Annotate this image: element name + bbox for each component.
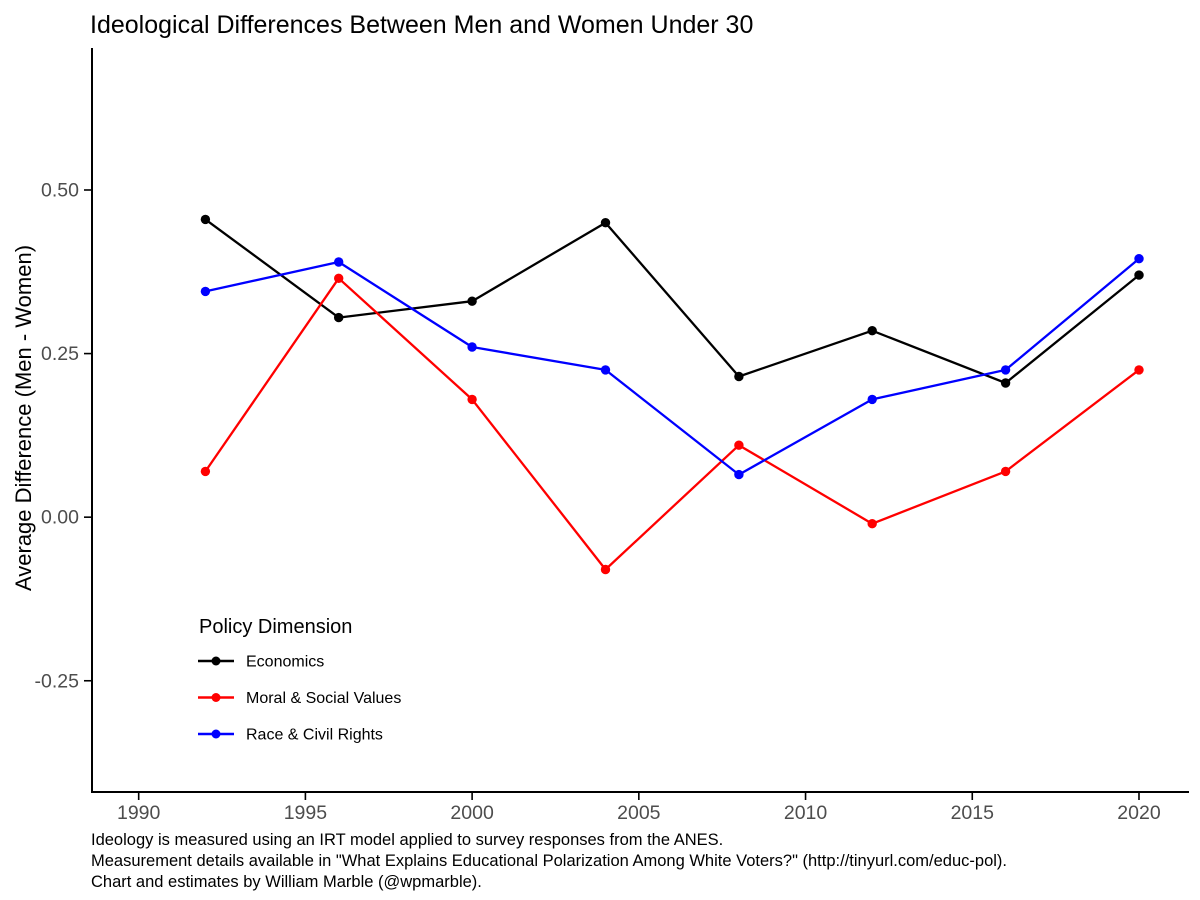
- legend-item-race-civil-rights: Race & Civil Rights: [198, 727, 383, 744]
- plot-series: [200, 214, 1144, 575]
- legend-label-moral-social-values: Moral & Social Values: [246, 690, 401, 707]
- data-point-race-civil-rights-1996: [334, 257, 344, 267]
- data-point-race-civil-rights-2000: [467, 342, 477, 352]
- data-point-economics-2012: [867, 326, 877, 336]
- legend-key-dot-moral-social-values: [211, 693, 221, 702]
- data-point-race-civil-rights-2004: [600, 365, 611, 375]
- data-point-economics-1996: [334, 312, 344, 323]
- data-point-race-civil-rights-2008: [734, 469, 744, 480]
- data-point-race-civil-rights-2012: [867, 394, 877, 405]
- legend-item-moral-social-values: Moral & Social Values: [198, 690, 401, 707]
- x-tick-label: 2015: [951, 802, 995, 824]
- x-tick-label: 1995: [284, 802, 328, 824]
- caption-line-3: Chart and estimates by William Marble (@…: [91, 873, 482, 891]
- caption: Ideology is measured using an IRT model …: [91, 831, 1007, 891]
- data-point-economics-2016: [1000, 378, 1011, 388]
- legend: Policy Dimension Economics Moral & Socia…: [198, 616, 401, 744]
- data-point-race-civil-rights-2020: [1134, 254, 1144, 264]
- data-point-moral-social-values-2016: [1000, 466, 1011, 477]
- series-line-moral-social-values: [204, 277, 1141, 571]
- data-point-race-civil-rights-1992: [200, 286, 211, 297]
- legend-key-dot-race-civil-rights: [211, 729, 221, 739]
- data-point-moral-social-values-2004: [600, 564, 611, 575]
- legend-label-race-civil-rights: Race & Civil Rights: [246, 727, 383, 744]
- data-point-moral-social-values-2008: [734, 440, 744, 450]
- data-point-moral-social-values-2000: [467, 394, 477, 405]
- data-point-moral-social-values-2020: [1134, 365, 1144, 375]
- data-point-economics-2020: [1134, 270, 1144, 280]
- data-point-economics-2000: [467, 296, 477, 306]
- x-tick-label: 2000: [450, 802, 494, 824]
- caption-line-2: Measurement details available in "What E…: [91, 852, 1007, 870]
- caption-line-1: Ideology is measured using an IRT model …: [91, 831, 723, 849]
- series-line-race-civil-rights: [204, 257, 1141, 476]
- x-tick-label: 1990: [117, 802, 161, 824]
- y-tick-label: -0.25: [35, 670, 80, 692]
- data-point-race-civil-rights-2016: [1000, 365, 1011, 375]
- data-point-economics-2008: [734, 371, 744, 382]
- legend-label-economics: Economics: [246, 654, 324, 671]
- legend-title: Policy Dimension: [199, 616, 352, 638]
- legend-key-dot-economics: [211, 656, 221, 666]
- chart-title: Ideological Differences Between Men and …: [90, 11, 753, 39]
- series-line-economics: [204, 218, 1141, 385]
- data-point-moral-social-values-1992: [200, 466, 211, 477]
- x-tick-label: 2010: [784, 802, 828, 824]
- legend-item-economics: Economics: [198, 654, 324, 671]
- y-tick-label: 0.25: [41, 343, 79, 365]
- data-point-moral-social-values-2012: [867, 519, 877, 529]
- data-point-economics-1992: [200, 214, 211, 225]
- data-point-economics-2004: [600, 218, 611, 228]
- y-tick-label: 0.50: [41, 179, 79, 201]
- axes: 1990 1995 2000 2005 2010 2015 2020 -0.25 0.00 0.2…: [35, 48, 1189, 824]
- x-tick-label: 2005: [617, 802, 661, 824]
- y-tick-label: 0.00: [41, 507, 79, 529]
- y-axis-title: Average Difference (Men - Women): [11, 245, 36, 591]
- x-tick-label: 2020: [1117, 802, 1161, 824]
- data-point-moral-social-values-1996: [334, 273, 344, 283]
